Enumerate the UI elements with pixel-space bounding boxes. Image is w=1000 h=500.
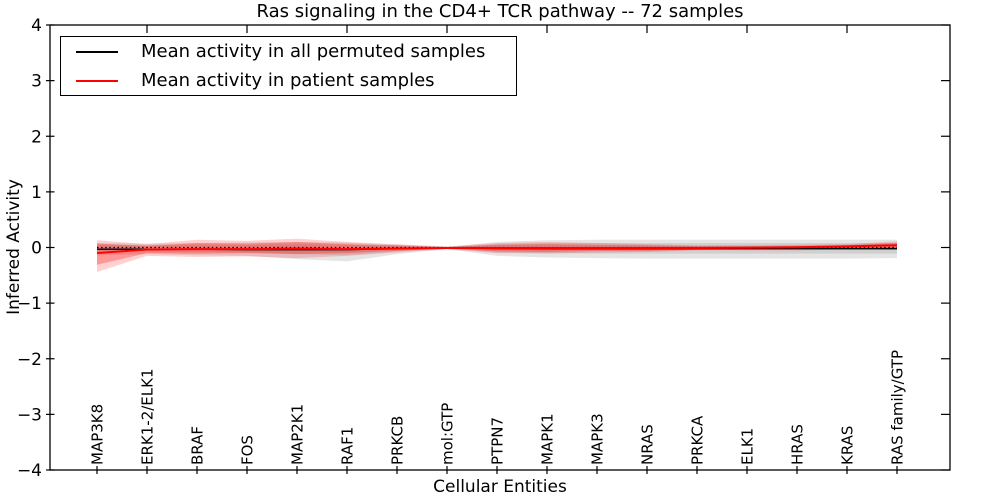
legend-label-permuted: Mean activity in all permuted samples (141, 41, 486, 62)
x-tick-label: PRKCA (689, 415, 707, 465)
y-tick-label: −4 (17, 461, 42, 481)
x-tick-label: MAPK3 (589, 413, 607, 465)
x-tick-label: NRAS (639, 424, 657, 465)
y-tick-label: 4 (31, 16, 42, 36)
x-tick-label: PTPN7 (489, 417, 507, 465)
x-axis-label: Cellular Entities (433, 477, 567, 497)
series-line-patient (96, 244, 898, 255)
y-tick-label: −3 (17, 405, 42, 425)
x-tick-label: HRAS (789, 424, 807, 465)
x-tick-label: BRAF (189, 426, 207, 465)
x-tick-label: ELK1 (739, 428, 757, 465)
y-tick-label: 2 (31, 127, 42, 147)
legend: Mean activity in all permuted samples Me… (60, 36, 517, 96)
x-tick-label: MAP3K8 (89, 404, 107, 465)
y-tick-label: −2 (17, 350, 42, 370)
y-tick-label: 3 (31, 72, 42, 92)
x-tick-label: RAS family/GTP (889, 350, 907, 465)
x-tick-label: MAPK1 (539, 413, 557, 465)
x-tick-label: ERK1-2/ELK1 (139, 368, 157, 465)
legend-line-sample-patient (76, 79, 118, 82)
x-tick-label: mol:GTP (439, 403, 457, 465)
x-tick-label: PRKCB (389, 416, 407, 465)
y-tick-label: −1 (17, 294, 42, 314)
permuted-band-outer (97, 239, 897, 262)
y-tick-label: 0 (31, 239, 42, 259)
legend-entry-patient: Mean activity in patient samples (61, 66, 516, 95)
x-tick-label: MAP2K1 (289, 404, 307, 465)
y-axis-label: Inferred Activity (4, 179, 24, 315)
legend-entry-permuted: Mean activity in all permuted samples (61, 37, 516, 66)
legend-label-patient: Mean activity in patient samples (141, 70, 435, 91)
legend-line-sample-permuted (76, 50, 118, 53)
y-tick-label: 1 (31, 183, 42, 203)
x-tick-label: FOS (239, 435, 257, 465)
x-tick-label: RAF1 (339, 427, 357, 465)
chart-title: Ras signaling in the CD4+ TCR pathway --… (256, 1, 744, 22)
x-tick-label: KRAS (839, 426, 857, 465)
